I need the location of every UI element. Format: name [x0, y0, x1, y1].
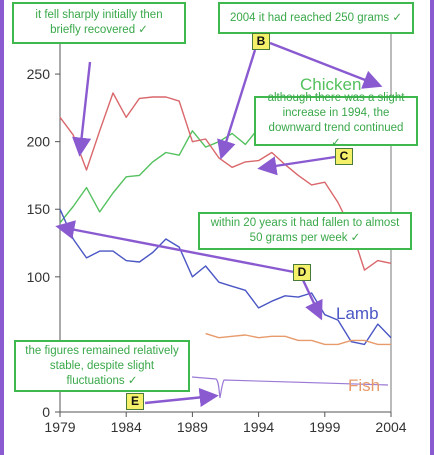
marker-d: D [293, 264, 311, 281]
annotation-initial-fall-text: it fell sharply initially then briefly r… [35, 9, 163, 36]
annotation-1994-text: although there was a slight increase in … [267, 92, 405, 149]
axes: 050100150200250197919841989199419992004 [27, 20, 407, 435]
arrow-b-to-chicken-label [269, 41, 383, 89]
purple-outline-shape [191, 376, 389, 399]
series-chicken-line [59, 103, 273, 224]
y-tick-label: 0 [42, 404, 50, 420]
y-tick-label: 100 [27, 269, 51, 285]
y-tick-label: 250 [27, 66, 51, 82]
arrow-d-to-lamb [301, 279, 323, 321]
series-labels: Chicken Lamb Fish [300, 75, 380, 395]
annotation-2004-text: 2004 it had reached 250 grams ✓ [229, 11, 403, 24]
arrow-e-to-fish [144, 387, 219, 408]
arrow-b-to-line [217, 49, 257, 160]
x-tick-label: 1989 [177, 419, 208, 435]
series-lamb-line [59, 208, 392, 346]
series-lamb-label: Lamb [336, 304, 379, 323]
annotation-stable-text: the figures remained relatively stable, … [25, 344, 179, 387]
arrow-d-to-start [55, 220, 295, 274]
marker-c: C [335, 148, 353, 165]
annotation-arrows [55, 41, 383, 408]
y-tick-label: 150 [27, 201, 51, 217]
arrow-c-to-line [257, 155, 336, 176]
series-fish-line [205, 332, 391, 346]
series-chicken-label: Chicken [300, 75, 361, 94]
annotation-2004: 2004 it had reached 250 grams ✓ [218, 2, 414, 34]
x-tick-label: 1984 [111, 419, 142, 435]
x-tick-label: 1994 [243, 419, 274, 435]
annotation-stable: the figures remained relatively stable, … [14, 340, 190, 392]
x-tick-label: 1979 [44, 419, 75, 435]
marker-e: E [126, 393, 144, 410]
series-unlabelled-1-line [59, 92, 392, 271]
series-lines [59, 92, 392, 399]
y-tick-label: 200 [27, 134, 51, 150]
x-tick-label: 2004 [375, 419, 406, 435]
annotation-20-years-text: within 20 years it had fallen to almost … [210, 217, 400, 244]
marker-b: B [252, 33, 270, 50]
annotation-1994: although there was a slight increase in … [254, 92, 418, 149]
series-fish-label: Fish [348, 376, 380, 395]
annotation-20-years: within 20 years it had fallen to almost … [198, 212, 412, 250]
arrow-initial-fall [72, 61, 92, 157]
annotation-initial-fall: it fell sharply initially then briefly r… [12, 2, 186, 44]
x-tick-label: 1999 [309, 419, 340, 435]
